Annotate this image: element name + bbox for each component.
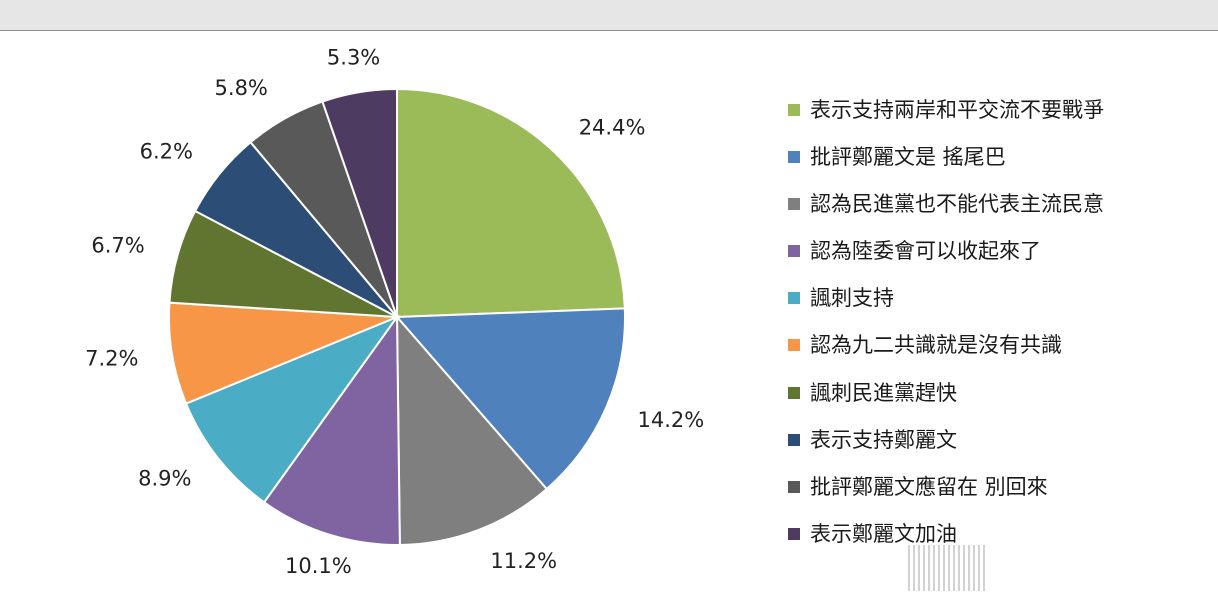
- legend-item-10: 表示鄭麗文加油: [788, 518, 1188, 565]
- pie-slice-10: [321, 87, 398, 318]
- legend-label: 諷刺民進黨趕快: [810, 380, 957, 405]
- legend-swatch: [788, 151, 800, 164]
- pie-value-label-9: 5.8%: [215, 76, 268, 100]
- chart-legend: 表示支持兩岸和平交流不要戰爭 批評鄭麗文是 搖尾巴認為民進黨也不能代表主流民意 認為…: [788, 94, 1188, 565]
- legend-swatch: [788, 198, 800, 211]
- legend-label: 批評鄭麗文應留在 別回來: [810, 474, 1048, 499]
- pie-slices: [168, 87, 626, 546]
- legend-label: 認為民進黨也不能代表主流民意: [810, 192, 1104, 217]
- legend-item-7: 諷刺民進黨趕快: [788, 377, 1188, 424]
- legend-label: 諷刺支持: [810, 286, 894, 311]
- legend-item-8: 表示支持鄭麗文: [788, 424, 1188, 471]
- pie-value-label-8: 6.2%: [140, 140, 193, 164]
- pie-value-label-2: 14.2%: [638, 408, 705, 432]
- pie-slice-2: [394, 307, 626, 491]
- pie-value-label-5: 8.9%: [138, 467, 191, 491]
- legend-swatch: [788, 339, 800, 352]
- pie-value-label-4: 10.1%: [285, 554, 352, 578]
- legend-swatch: [788, 433, 800, 446]
- legend-swatch: [788, 527, 800, 540]
- legend-item-5: 諷刺支持: [788, 282, 1188, 329]
- legend-item-4: 認為陸委會可以收起來了: [788, 235, 1188, 282]
- pie-value-label-6: 7.2%: [85, 347, 138, 371]
- legend-label: 批評鄭麗文是 搖尾巴: [810, 145, 1006, 170]
- legend-item-3: 認為民進黨也不能代表主流民意: [788, 188, 1188, 235]
- pie-value-label-10: 5.3%: [327, 46, 380, 70]
- legend-item-6: 認為九二共識就是沒有共識: [788, 329, 1188, 376]
- legend-swatch: [788, 386, 800, 399]
- watermark-logo: [905, 545, 985, 591]
- legend-swatch: [788, 292, 800, 305]
- legend-swatch: [788, 480, 800, 493]
- legend-label: 表示鄭麗文加油: [810, 521, 957, 546]
- legend-swatch: [788, 245, 800, 258]
- pie-slice-3: [395, 314, 549, 546]
- legend-item-2: 批評鄭麗文是 搖尾巴: [788, 141, 1188, 188]
- legend-label: 認為陸委會可以收起來了: [810, 239, 1041, 264]
- legend-item-1: 表示支持兩岸和平交流不要戰爭: [788, 94, 1188, 141]
- pie-value-labels: 24.4% 14.2% 11.2% 10.1% 8.9% 7.2% 6.7% 6.2% 5.8%…: [85, 46, 704, 578]
- legend-label: 表示支持鄭麗文: [810, 427, 957, 452]
- legend-item-9: 批評鄭麗文應留在 別回來: [788, 471, 1188, 518]
- legend-swatch: [788, 104, 800, 116]
- pie-slice-6: [168, 301, 398, 405]
- pie-value-label-7: 6.7%: [91, 233, 144, 257]
- legend-label: 認為九二共識就是沒有共識: [810, 333, 1062, 358]
- pie-value-label-1: 24.4%: [579, 115, 646, 139]
- pie-value-label-3: 11.2%: [490, 549, 557, 573]
- pie-slice-4: [262, 313, 401, 546]
- pie-slice-1: [396, 87, 626, 319]
- top-toolbar: [0, 0, 1218, 31]
- pie-slice-5: [184, 314, 400, 504]
- legend-label: 表示支持兩岸和平交流不要戰爭: [810, 98, 1104, 122]
